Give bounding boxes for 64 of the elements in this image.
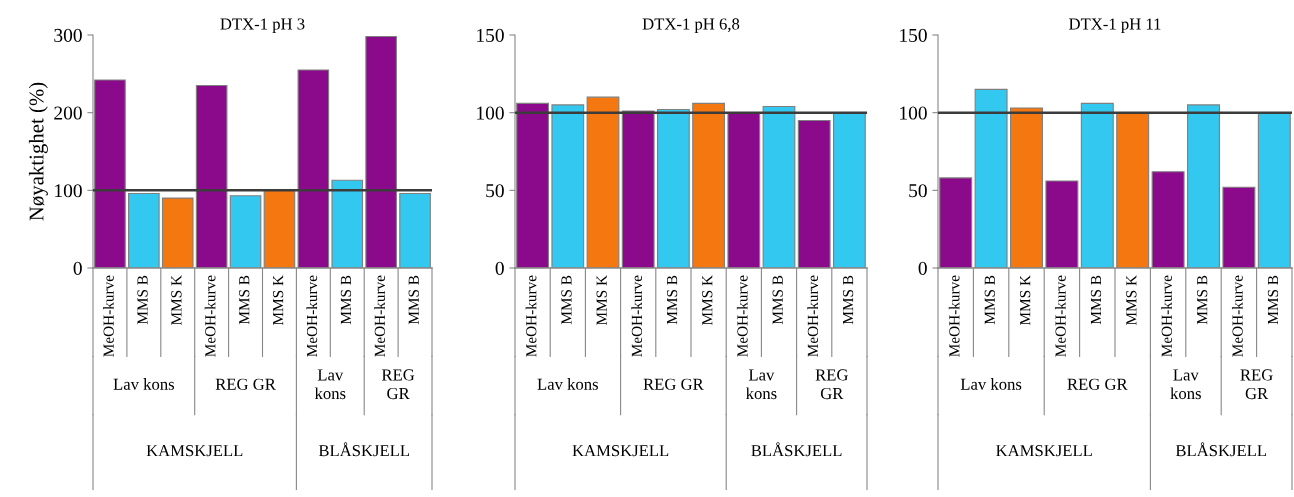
x-tick-label: MMS B <box>772 275 783 325</box>
x-tick-label: MMS B <box>408 275 419 325</box>
y-tick-label: 200 <box>54 106 82 120</box>
chart-title: DTX-1 pH 3 <box>220 18 305 33</box>
x-tick-label: MMS B <box>842 275 854 325</box>
x-tick-label: MMS K <box>1126 275 1137 326</box>
text: Lav kons <box>745 369 777 400</box>
y-tick-label: 100 <box>55 184 82 198</box>
text: KAMSKJELL <box>572 445 669 457</box>
y-tick-label: 50 <box>486 184 504 198</box>
x-tick-label: MMS K <box>171 275 182 326</box>
x-tick-label: MeOH-kurve <box>306 275 318 357</box>
text: REG GR <box>215 378 276 390</box>
y-tick-label: 100 <box>900 106 927 120</box>
x-tick-label: MMS B <box>561 275 572 325</box>
text: KAMSKJELL <box>146 445 243 457</box>
chart-title: DTX-1 pH 6,8 <box>642 18 740 33</box>
text: Lav kons <box>113 378 175 390</box>
text: REG GR <box>1067 378 1128 390</box>
y-tick-label: 0 <box>495 261 504 275</box>
x-tick-label: MMS B <box>666 275 678 325</box>
text: KAMSKJELL <box>996 445 1092 457</box>
x-tick-label: MMS K <box>596 275 607 326</box>
x-tick-label: MeOH-kurve <box>103 275 114 357</box>
text: BLÅSKJELL <box>318 442 410 457</box>
x-tick-label: MeOH-kurve <box>736 275 748 357</box>
x-tick-label: MMS K <box>1020 275 1031 326</box>
text: Lav kons <box>537 378 598 390</box>
x-tick-label: MMS B <box>1197 275 1208 325</box>
y-tick-label: 100 <box>477 106 504 120</box>
x-tick-label: MeOH-kurve <box>525 275 537 357</box>
x-tick-label: MMS B <box>239 275 250 325</box>
x-tick-label: MMS B <box>340 275 352 325</box>
text: REG GR <box>1240 369 1273 400</box>
y-axis-title: Nøyaktighet (%) <box>28 82 48 221</box>
text: Lav kons <box>1170 369 1201 400</box>
text: Lav kons <box>960 378 1022 390</box>
x-tick-label: MMS B <box>1090 275 1102 325</box>
x-tick-label: MMS B <box>137 275 148 325</box>
text: BLÅSKJELL <box>751 442 842 457</box>
text: BLÅSKJELL <box>1175 442 1267 457</box>
text: REG GR <box>381 369 415 400</box>
x-tick-label: MMS K <box>273 275 284 326</box>
x-tick-label: MMS K <box>702 275 713 326</box>
x-tick-label: MeOH-kurve <box>948 275 960 357</box>
x-tick-label: MeOH-kurve <box>204 275 216 357</box>
text: Lav kons <box>314 369 346 400</box>
x-tick-label: MMS B <box>984 275 995 325</box>
x-tick-label: MeOH-kurve <box>807 275 819 357</box>
text: REG GR <box>643 378 704 390</box>
x-tick-label: MMS B <box>1267 275 1279 325</box>
text: REG GR <box>815 369 848 400</box>
x-tick-label: MeOH-kurve <box>1054 275 1066 357</box>
y-tick-label: 150 <box>477 28 504 42</box>
chart-title: DTX-1 pH 11 <box>1069 18 1161 33</box>
x-tick-label: MeOH-kurve <box>1161 275 1172 357</box>
y-tick-label: 150 <box>900 28 927 42</box>
y-tick-label: 0 <box>918 261 927 275</box>
y-tick-label: 300 <box>54 28 82 42</box>
y-tick-label: 0 <box>73 261 82 275</box>
y-tick-label: 50 <box>909 184 927 198</box>
x-tick-label: MeOH-kurve <box>631 275 643 357</box>
x-tick-label: MeOH-kurve <box>1231 275 1243 357</box>
x-tick-label: MeOH-kurve <box>374 275 385 357</box>
